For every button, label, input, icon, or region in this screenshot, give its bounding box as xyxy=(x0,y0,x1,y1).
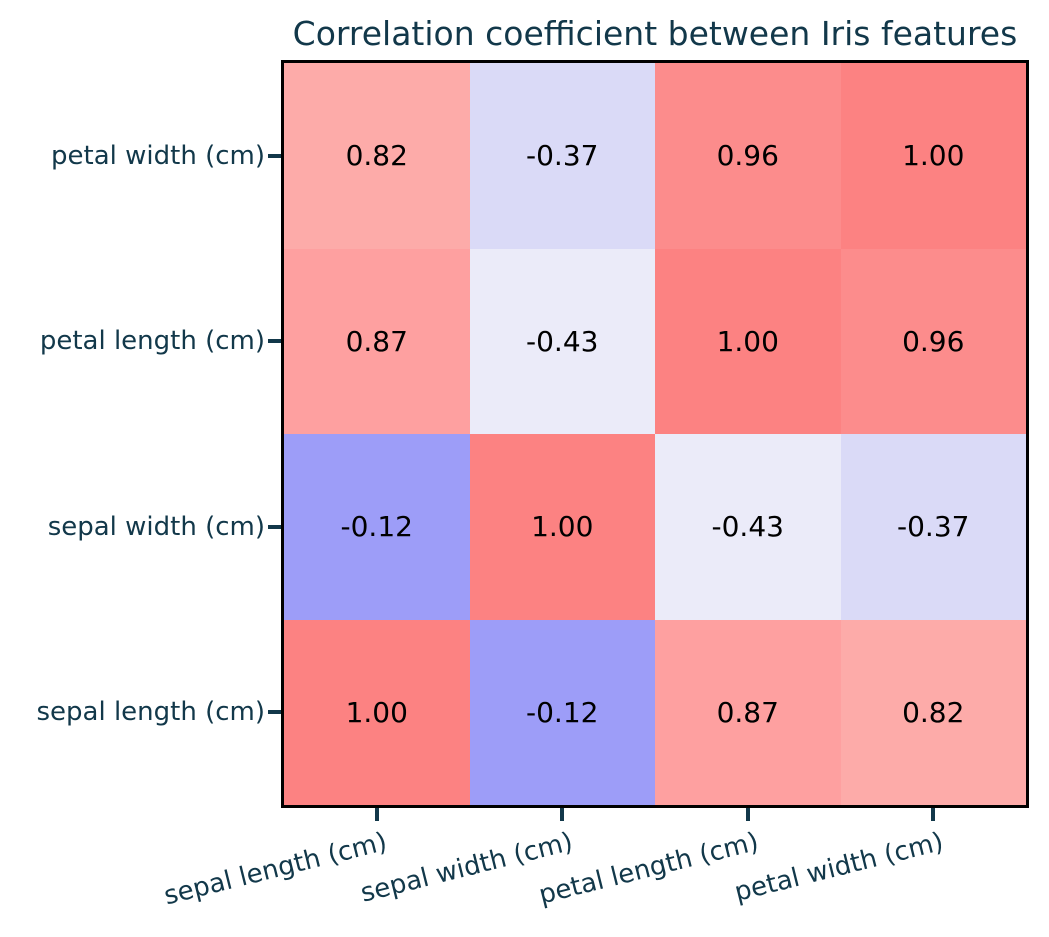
y-tick-mark xyxy=(268,524,281,529)
heatmap-cell-r2-c2: -0.43 xyxy=(655,434,841,620)
x-tick-mark xyxy=(374,808,379,821)
heatmap-cell-r0-c1: -0.37 xyxy=(469,63,655,249)
x-tick-mark xyxy=(745,808,750,821)
heatmap-cell-r1-c3: 0.96 xyxy=(840,248,1026,434)
heatmap-cell-r1-c1: -0.43 xyxy=(469,248,655,434)
chart-title: Correlation coefficient between Iris fea… xyxy=(292,14,1018,53)
heatmap-cell-r0-c3: 1.00 xyxy=(840,63,1026,249)
x-tick-mark xyxy=(931,808,936,821)
heatmap-cell-r2-c1: 1.00 xyxy=(469,434,655,620)
heatmap-axes: 0.82 -0.37 0.96 1.00 0.87 -0.43 1.00 0.96 -0.12 1… xyxy=(281,60,1029,808)
y-tick-label: petal width (cm) xyxy=(51,140,265,171)
heatmap-cell-r3-c3: 0.82 xyxy=(840,619,1026,805)
y-tick-label: sepal length (cm) xyxy=(36,697,265,728)
y-tick-label: petal length (cm) xyxy=(39,326,265,357)
heatmap-cell-r3-c0: 1.00 xyxy=(284,619,470,805)
y-tick-mark xyxy=(268,710,281,715)
x-tick-label: petal width (cm) xyxy=(731,826,947,908)
heatmap-cell-r2-c3: -0.37 xyxy=(840,434,1026,620)
heatmap-cell-r0-c0: 0.82 xyxy=(284,63,470,249)
heatmap-cell-r3-c2: 0.87 xyxy=(655,619,841,805)
x-tick-label: sepal length (cm) xyxy=(161,826,391,912)
y-tick-label: sepal width (cm) xyxy=(47,511,265,542)
heatmap-cell-r0-c2: 0.96 xyxy=(655,63,841,249)
y-tick-mark xyxy=(268,153,281,158)
heatmap-cell-r1-c0: 0.87 xyxy=(284,248,470,434)
x-tick-mark xyxy=(560,808,565,821)
y-tick-mark xyxy=(268,339,281,344)
heatmap-cell-r1-c2: 1.00 xyxy=(655,248,841,434)
heatmap-cell-r2-c0: -0.12 xyxy=(284,434,470,620)
heatmap-cell-r3-c1: -0.12 xyxy=(469,619,655,805)
